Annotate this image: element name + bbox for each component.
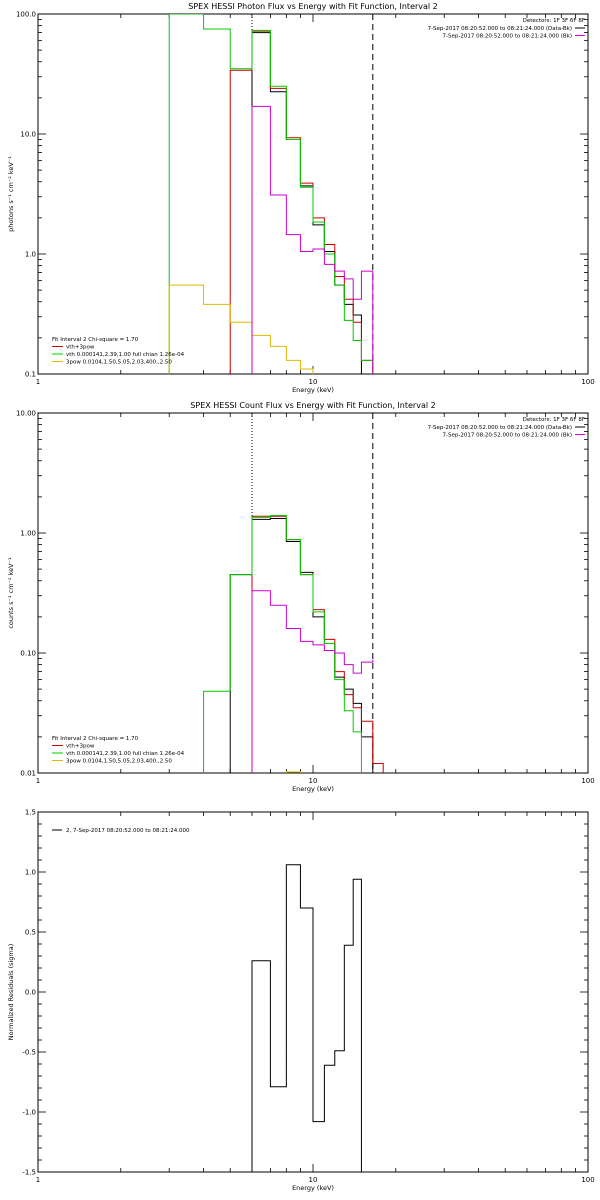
x-axis-ticks xyxy=(37,812,576,1172)
y-tick-label: 1.0 xyxy=(25,251,36,259)
legend-entry-label: 7-Sep-2017 08:20:52.000 to 08:21:24.000 … xyxy=(428,26,572,32)
legend-entry-label: 7-Sep-2017 08:20:52.000 to 08:21:24.000 … xyxy=(443,34,573,40)
series-line xyxy=(168,14,374,374)
legend-bottom: Fit Interval 2 Chi-square = 1.70 vth+3pow… xyxy=(52,736,185,765)
x-tick-label: 100 xyxy=(581,1176,594,1184)
legend-header: Detectors: 1F 3F 6F 8F xyxy=(523,18,585,24)
y-tick-label: 1.5 xyxy=(25,809,36,817)
series-line xyxy=(203,514,362,773)
series-line xyxy=(251,864,362,1172)
x-axis-ticks xyxy=(37,413,576,773)
y-tick-label: 0.5 xyxy=(25,929,36,937)
series-vth xyxy=(168,14,374,374)
x-axis-label: Energy (keV) xyxy=(292,386,334,394)
x-tick-label: 100 xyxy=(581,378,594,386)
series-data-bk xyxy=(251,32,362,374)
y-axis-label: Normalized Residuals (sigma) xyxy=(7,944,15,1041)
legend-entry-label: vth+3pow xyxy=(66,345,95,351)
y-tick-label: 0.1 xyxy=(25,371,36,379)
series-bk xyxy=(251,590,374,773)
chart-title: SPEX HESSI Count Flux vs Energy with Fit… xyxy=(190,401,435,410)
chart-panel-2: SPEX HESSI Count Flux vs Energy with Fit… xyxy=(7,401,595,793)
y-tick-label: 0.10 xyxy=(20,650,36,658)
series-line xyxy=(168,284,314,374)
plot-area xyxy=(203,413,384,773)
series-vth-3pow xyxy=(229,30,374,374)
chart-panel-1: SPEX HESSI Photon Flux vs Energy with Fi… xyxy=(7,2,595,394)
series-bk xyxy=(251,105,374,374)
plot-area xyxy=(168,14,374,374)
legend: 2, 7-Sep-2017 08:20:52.000 to 08:21:24.0… xyxy=(52,828,190,834)
y-tick-label: 1.00 xyxy=(20,530,36,538)
series-line xyxy=(229,30,374,374)
plot-area xyxy=(251,864,362,1172)
y-tick-label: 100.0 xyxy=(16,11,36,19)
legend-header: Detectors: 1F 3F 6F 8F xyxy=(523,417,585,423)
legend-entry-label: vth 0.000141,2.39,1.00 full chian 1.26e-… xyxy=(66,751,185,757)
y-tick-label: -0.5 xyxy=(22,1049,36,1057)
y-tick-label: 1.0 xyxy=(25,869,36,877)
series-residuals xyxy=(251,864,362,1172)
legend-bottom: Fit Interval 2 Chi-square = 1.70 vth+3pow… xyxy=(52,337,185,366)
x-axis-label: Energy (keV) xyxy=(292,785,334,793)
legend-entry-label: 7-Sep-2017 08:20:52.000 to 08:21:24.000 … xyxy=(443,433,573,439)
y-axis-ticks xyxy=(38,412,588,774)
x-tick-label: 1 xyxy=(36,1176,40,1184)
series-3pow xyxy=(285,771,301,773)
y-tick-label: 10.0 xyxy=(20,131,36,139)
chart-title: SPEX HESSI Photon Flux vs Energy with Fi… xyxy=(188,2,438,11)
y-tick-label: -1.5 xyxy=(22,1169,36,1177)
legend-entry-label: 7-Sep-2017 08:20:52.000 to 08:21:24.000 … xyxy=(428,425,572,431)
y-axis-ticks xyxy=(38,13,588,375)
y-axis-ticks xyxy=(38,811,588,1173)
x-tick-label: 1 xyxy=(36,378,40,386)
series-3pow xyxy=(168,284,314,374)
chart-panel-3: 1 10 100 -1.5 -1.0 -0.5 0.0 0.5 1.0 1.5 Energy (ke… xyxy=(7,809,595,1193)
legend-entry-label: 2, 7-Sep-2017 08:20:52.000 to 08:21:24.0… xyxy=(66,828,190,834)
legend-top: Detectors: 1F 3F 6F 8F 7-Sep-2017 08:20:5… xyxy=(428,18,585,40)
legend-entry-label: 3pow 0.0104,1.50,5.05,2.03,400.,2.50 xyxy=(66,759,172,765)
series-data-bk xyxy=(229,518,374,773)
legend-top: Detectors: 1F 3F 6F 8F 7-Sep-2017 08:20:5… xyxy=(428,417,585,439)
series-line xyxy=(251,105,374,374)
y-tick-label: 0.0 xyxy=(25,989,36,997)
series-line xyxy=(285,771,301,773)
x-tick-label: 10 xyxy=(309,777,318,785)
x-tick-label: 100 xyxy=(581,777,594,785)
y-tick-label: 10.00 xyxy=(16,410,36,418)
legend-entry-label: vth 0.000141,2.39,1.00 full chian 1.26e-… xyxy=(66,352,185,358)
y-tick-label: -1.0 xyxy=(22,1109,36,1117)
series-line xyxy=(251,515,384,773)
legend-entry-label: 3pow 0.0104,1.50,5.05,2.03,400.,2.50 xyxy=(66,360,172,366)
x-tick-label: 10 xyxy=(309,1176,318,1184)
x-axis-ticks xyxy=(37,14,576,374)
series-line xyxy=(229,518,374,773)
x-axis-label: Energy (keV) xyxy=(292,1184,334,1192)
legend-header: Fit Interval 2 Chi-square = 1.70 xyxy=(52,337,139,343)
legend-entry-label: vth+3pow xyxy=(66,744,95,750)
legend-header: Fit Interval 2 Chi-square = 1.70 xyxy=(52,736,139,742)
series-vth xyxy=(203,514,362,773)
series-line xyxy=(251,32,362,374)
x-tick-label: 1 xyxy=(36,777,40,785)
x-tick-label: 10 xyxy=(309,378,318,386)
y-axis-label: photons s⁻¹ cm⁻² keV⁻¹ xyxy=(7,156,15,232)
series-line xyxy=(251,590,374,773)
y-tick-label: 0.01 xyxy=(20,770,36,778)
y-axis-label: counts s⁻¹ cm⁻² keV⁻¹ xyxy=(7,557,15,629)
series-vth-3pow xyxy=(251,515,384,773)
